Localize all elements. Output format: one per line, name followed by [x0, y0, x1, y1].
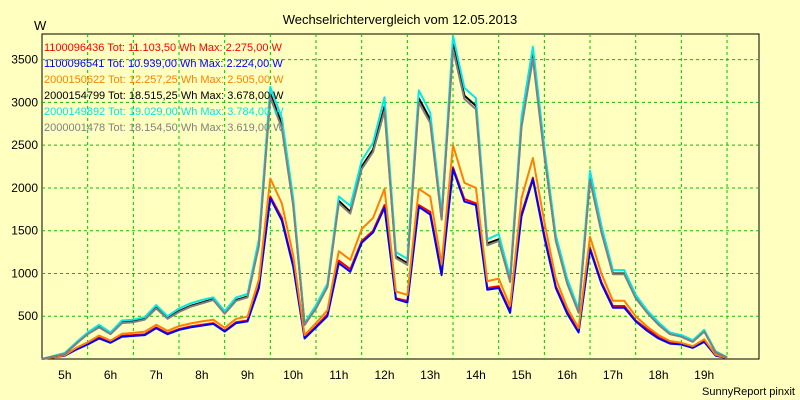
y-axis-unit: W [34, 18, 47, 33]
y-tick-label: 2500 [11, 138, 38, 152]
x-tick-label: 13h [420, 368, 440, 382]
y-tick-label: 3500 [11, 53, 38, 67]
x-tick-label: 10h [283, 368, 303, 382]
y-tick-label: 2000 [11, 181, 38, 195]
x-tick-label: 5h [58, 368, 71, 382]
series-line-2000149892 [41, 34, 728, 360]
y-tick-label: 1500 [11, 224, 38, 238]
legend: 1100096436 Tot: 11.103,50 Wh Max: 2.275,… [44, 42, 284, 134]
legend-entry: 2000001478 Tot: 18.154,50 Wh Max: 3.619,… [44, 122, 284, 134]
legend-entry: 1100096436 Tot: 11.103,50 Wh Max: 2.275,… [44, 42, 283, 54]
plot-area [41, 33, 760, 360]
legend-entry: 1100096541 Tot: 10.939,00 Wh Max: 2.224,… [44, 58, 283, 70]
series-line-2000150622 [41, 144, 728, 360]
y-tick-label: 500 [18, 309, 38, 323]
x-tick-label: 9h [241, 368, 254, 382]
x-tick-label: 16h [557, 368, 577, 382]
x-tick-label: 18h [649, 368, 669, 382]
y-tick-label: 3000 [11, 95, 38, 109]
x-tick-label: 14h [466, 368, 486, 382]
series-line-1100096541 [41, 168, 728, 360]
series-group [41, 34, 728, 360]
x-tick-label: 17h [603, 368, 623, 382]
x-ticks: 5h 6h 7h 8h 9h 10h 11h 12h 13h 14h 15h 16h 17h 18h 19h [58, 368, 714, 382]
y-tick-label: 1000 [11, 266, 38, 280]
legend-entry: 2000154799 Tot: 18.515,25 Wh Max: 3.678,… [44, 90, 284, 102]
x-tick-label: 11h [329, 368, 348, 382]
series-line-2000001478 [41, 48, 728, 360]
legend-entry: 2000150622 Tot: 12.257,25 Wh Max: 2.505,… [44, 74, 284, 86]
x-tick-label: 12h [375, 368, 395, 382]
footer-credit: SunnyReport pinxit [702, 386, 795, 398]
y-ticks: 500 1000 1500 2000 2500 3000 3500 [11, 53, 38, 324]
x-tick-label: 6h [104, 368, 117, 382]
legend-entry: 2000149892 Tot: 19.029,00 Wh Max: 3.784,… [44, 106, 284, 118]
chart-title: Wechselrichtervergleich vom 12.05.2013 [283, 12, 518, 27]
x-tick-label: 15h [512, 368, 532, 382]
x-tick-label: 19h [694, 368, 714, 382]
x-tick-label: 7h [149, 368, 162, 382]
x-tick-label: 8h [195, 368, 208, 382]
